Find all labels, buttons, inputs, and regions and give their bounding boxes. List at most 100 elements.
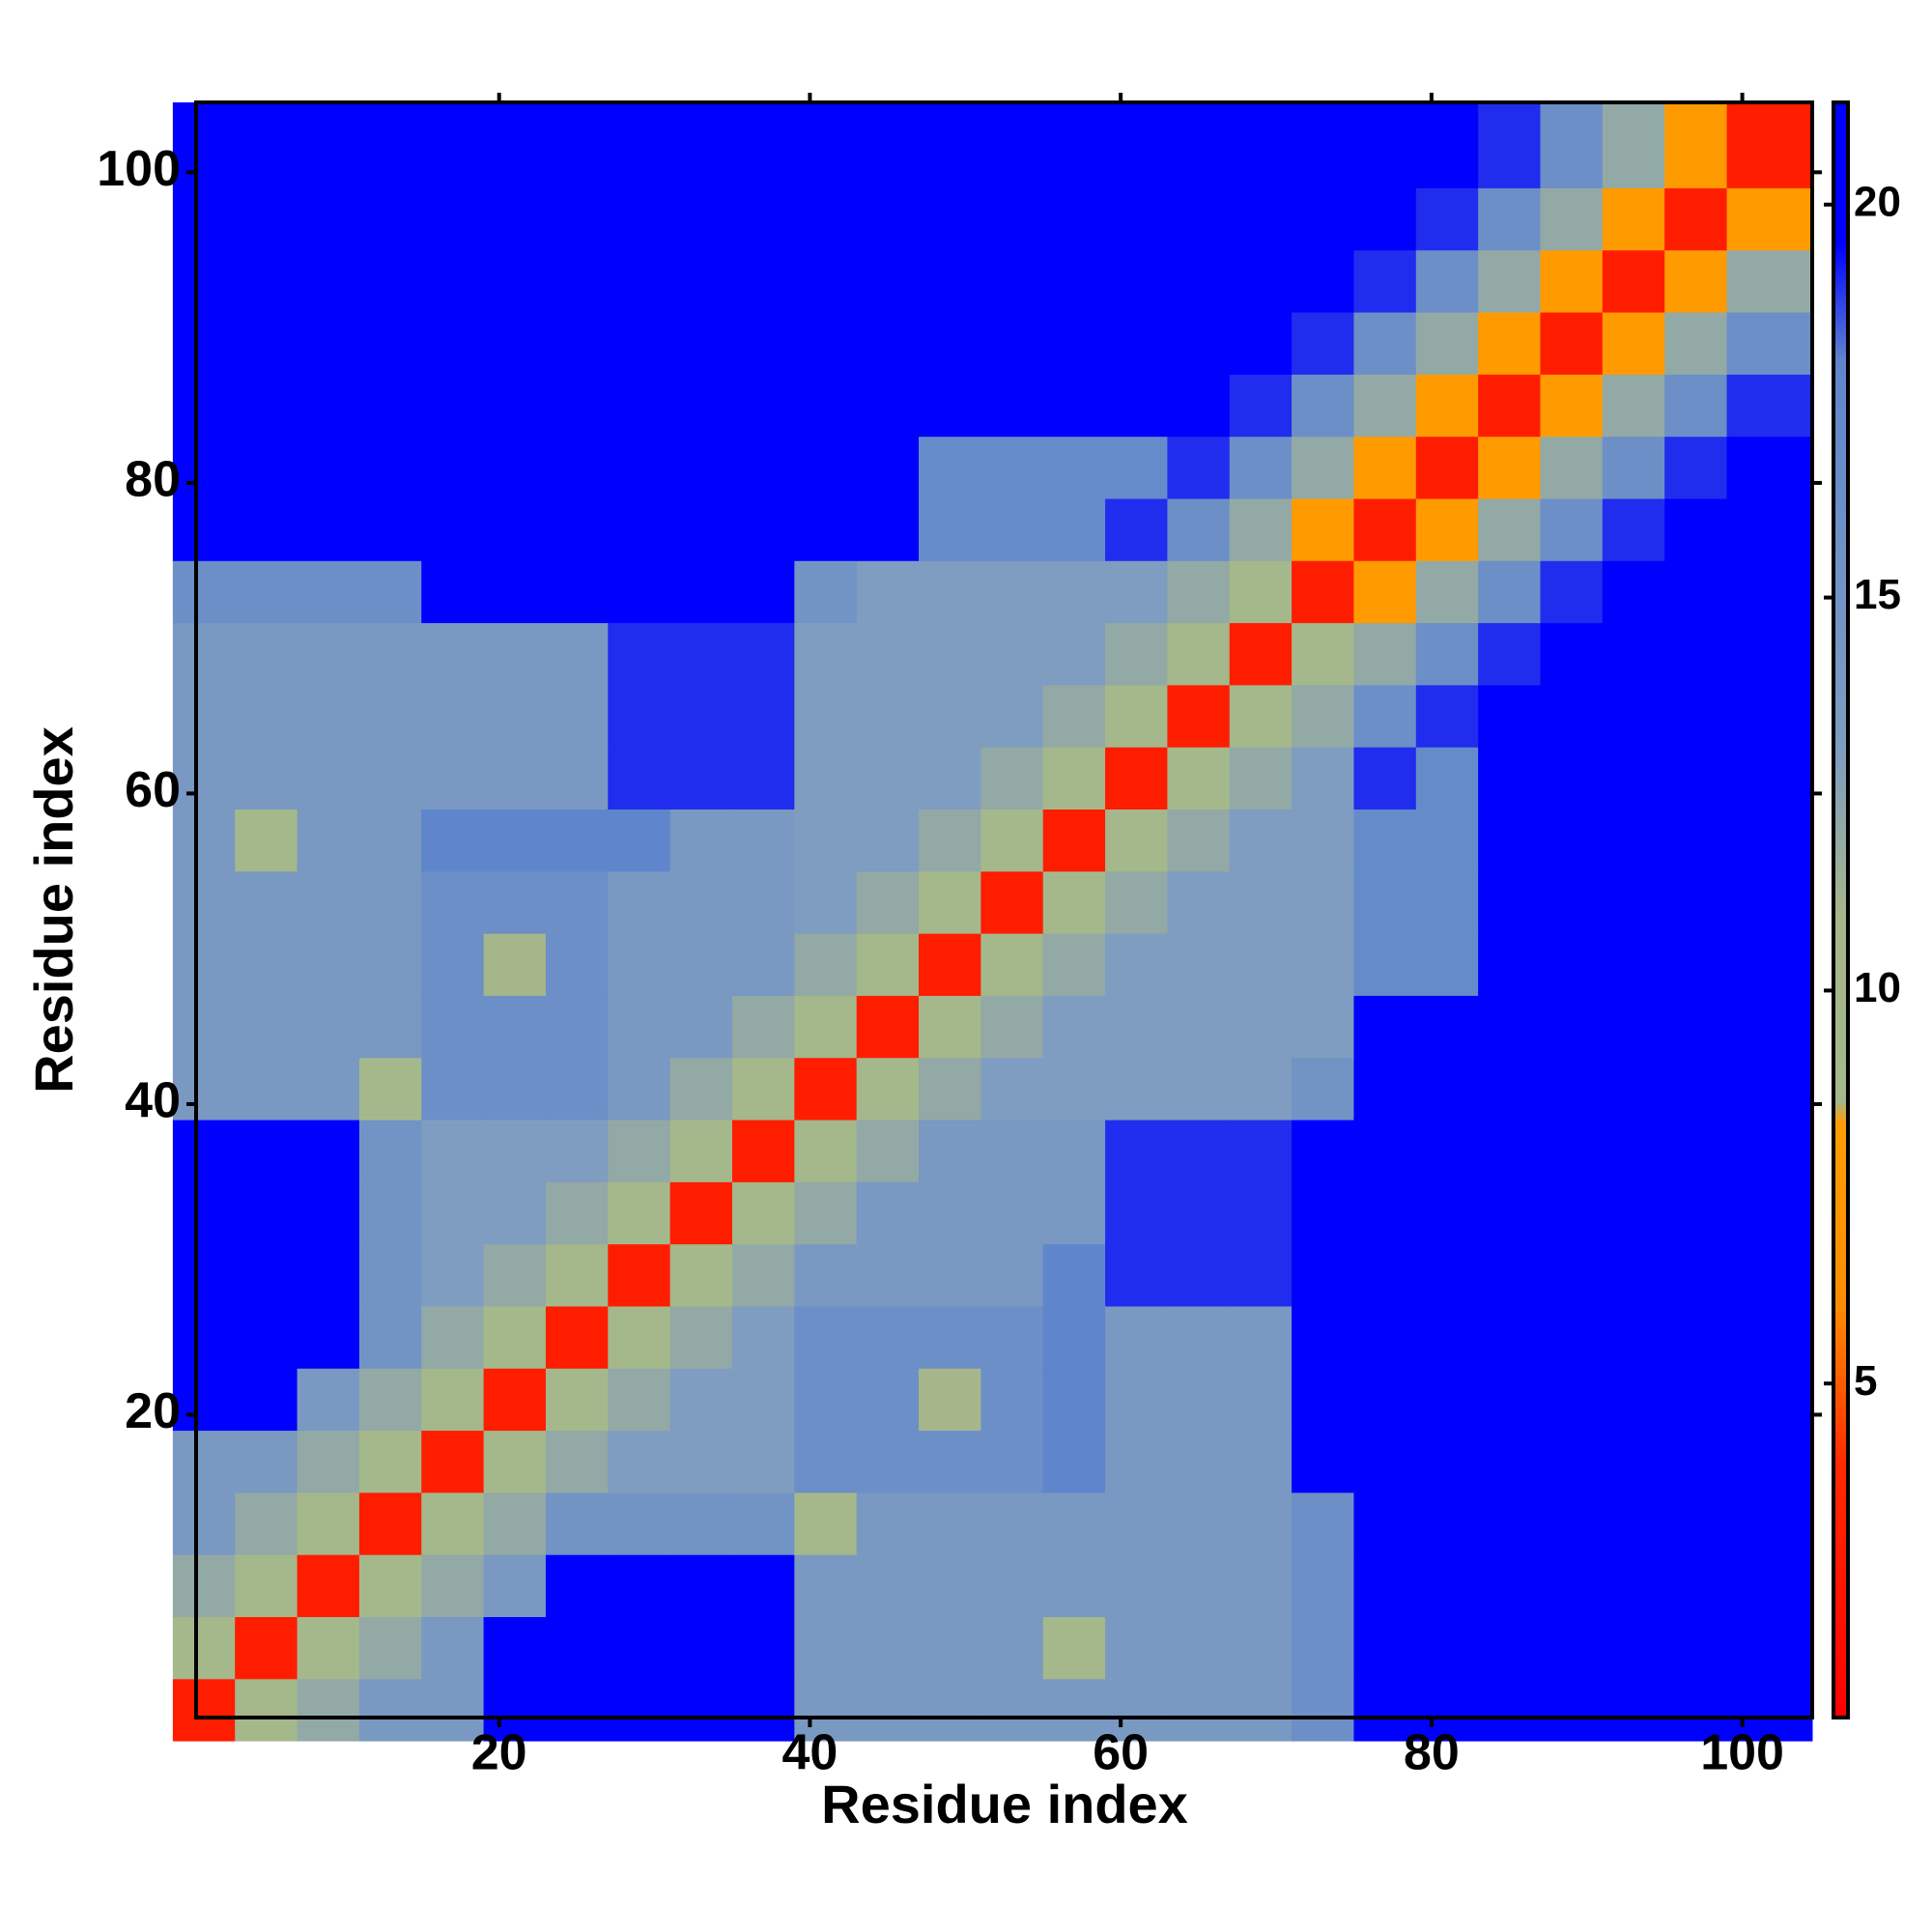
heatmap-cell	[980, 560, 1044, 624]
heatmap-cell	[669, 1616, 733, 1680]
heatmap-cell	[1167, 312, 1231, 375]
heatmap-cell	[545, 1678, 609, 1742]
heatmap-cell	[1042, 1492, 1106, 1555]
heatmap-cell	[1167, 249, 1231, 313]
heatmap-cell	[421, 1678, 485, 1742]
heatmap-cell	[1229, 1678, 1293, 1742]
heatmap-cell	[235, 497, 298, 561]
heatmap-cell	[1478, 1430, 1541, 1493]
heatmap-cell	[608, 1243, 671, 1307]
heatmap-cell	[297, 436, 360, 499]
heatmap-cell	[235, 436, 298, 499]
heatmap-cell	[731, 1492, 795, 1555]
heatmap-cell	[794, 995, 858, 1059]
heatmap-cell	[1602, 1181, 1665, 1245]
heatmap-cell	[1167, 1616, 1231, 1680]
heatmap-cell	[856, 870, 920, 934]
heatmap-cell	[1229, 497, 1293, 561]
heatmap-cell	[172, 995, 236, 1059]
heatmap-cell	[669, 1181, 733, 1245]
heatmap-cell	[1540, 312, 1604, 375]
heatmap-cell	[1664, 1057, 1728, 1121]
heatmap-cell	[1229, 102, 1293, 188]
heatmap-cell	[1602, 747, 1665, 810]
heatmap-cell	[980, 1243, 1044, 1307]
y-tick-label: 60	[125, 762, 181, 818]
heatmap-cell	[1105, 187, 1168, 251]
colorbar	[1832, 100, 1850, 1719]
heatmap-cell	[1726, 995, 1813, 1059]
heatmap-cell	[1415, 1616, 1479, 1680]
heatmap-cell	[1478, 436, 1541, 499]
heatmap-cell	[297, 187, 360, 251]
heatmap-cell	[1167, 436, 1231, 499]
heatmap-cell	[1664, 747, 1728, 810]
heatmap-cell	[1415, 1181, 1479, 1245]
heatmap-cell	[1105, 249, 1168, 313]
heatmap-cell	[297, 1554, 360, 1617]
heatmap-cell	[172, 1305, 236, 1369]
heatmap-cell	[1229, 933, 1293, 996]
heatmap-cell	[1478, 1368, 1541, 1432]
heatmap-cell	[856, 1554, 920, 1617]
x-tick-label: 100	[1700, 1725, 1784, 1781]
heatmap-cell	[1353, 1554, 1417, 1617]
heatmap-cell	[1042, 1554, 1106, 1617]
heatmap-cell	[1353, 1057, 1417, 1121]
heatmap-cell	[172, 1057, 236, 1121]
heatmap-cell	[669, 187, 733, 251]
heatmap-cell	[980, 870, 1044, 934]
heatmap-cell	[297, 1181, 360, 1245]
heatmap-cell	[669, 1554, 733, 1617]
heatmap-cell	[1353, 1430, 1417, 1493]
heatmap-cell	[1726, 374, 1813, 438]
heatmap-cell	[1292, 1120, 1354, 1182]
heatmap-cell	[1415, 249, 1479, 313]
heatmap-cell	[297, 809, 360, 872]
heatmap-cell	[731, 312, 795, 375]
heatmap-cell	[794, 1305, 858, 1369]
heatmap-cell	[1664, 870, 1728, 934]
heatmap-cell	[608, 1181, 671, 1245]
heatmap-cell	[1167, 1243, 1231, 1307]
heatmap-cell	[794, 497, 858, 561]
heatmap-cell	[1292, 1243, 1354, 1307]
heatmap-cell	[1042, 1430, 1106, 1493]
heatmap-cell	[1353, 1181, 1417, 1245]
heatmap-cell	[794, 1368, 858, 1432]
heatmap-cell	[297, 1368, 360, 1432]
heatmap-cell	[919, 1430, 981, 1493]
heatmap-cell	[1478, 1616, 1541, 1680]
heatmap-cell	[1602, 312, 1665, 375]
heatmap-cell	[1105, 809, 1168, 872]
heatmap-cell	[669, 560, 733, 624]
heatmap-cell	[980, 312, 1044, 375]
heatmap-cell	[608, 1616, 671, 1680]
heatmap-cell	[1540, 684, 1604, 748]
heatmap-cell	[919, 622, 981, 686]
heatmap-cell	[669, 622, 733, 686]
heatmap-cell	[483, 995, 547, 1059]
heatmap-cell	[980, 1492, 1044, 1555]
heatmap-cell	[919, 747, 981, 810]
heatmap-cell	[980, 102, 1044, 188]
heatmap-cell	[1105, 622, 1168, 686]
heatmap-cell	[1292, 1430, 1354, 1493]
heatmap-cell	[1042, 374, 1106, 438]
heatmap-cell	[421, 436, 485, 499]
heatmap-cell	[980, 809, 1044, 872]
heatmap-cell	[297, 312, 360, 375]
heatmap-cell	[1105, 436, 1168, 499]
heatmap-cell	[608, 995, 671, 1059]
heatmap-cell	[358, 249, 422, 313]
heatmap-cell	[1292, 497, 1354, 561]
heatmap-cell	[421, 249, 485, 313]
heatmap-cell	[1353, 933, 1417, 996]
heatmap-cell	[358, 1430, 422, 1493]
heatmap-cell	[980, 1554, 1044, 1617]
heatmap-cell	[421, 1120, 485, 1182]
heatmap-cell	[483, 436, 547, 499]
heatmap-cell	[1726, 497, 1813, 561]
heatmap-cell	[1353, 1243, 1417, 1307]
